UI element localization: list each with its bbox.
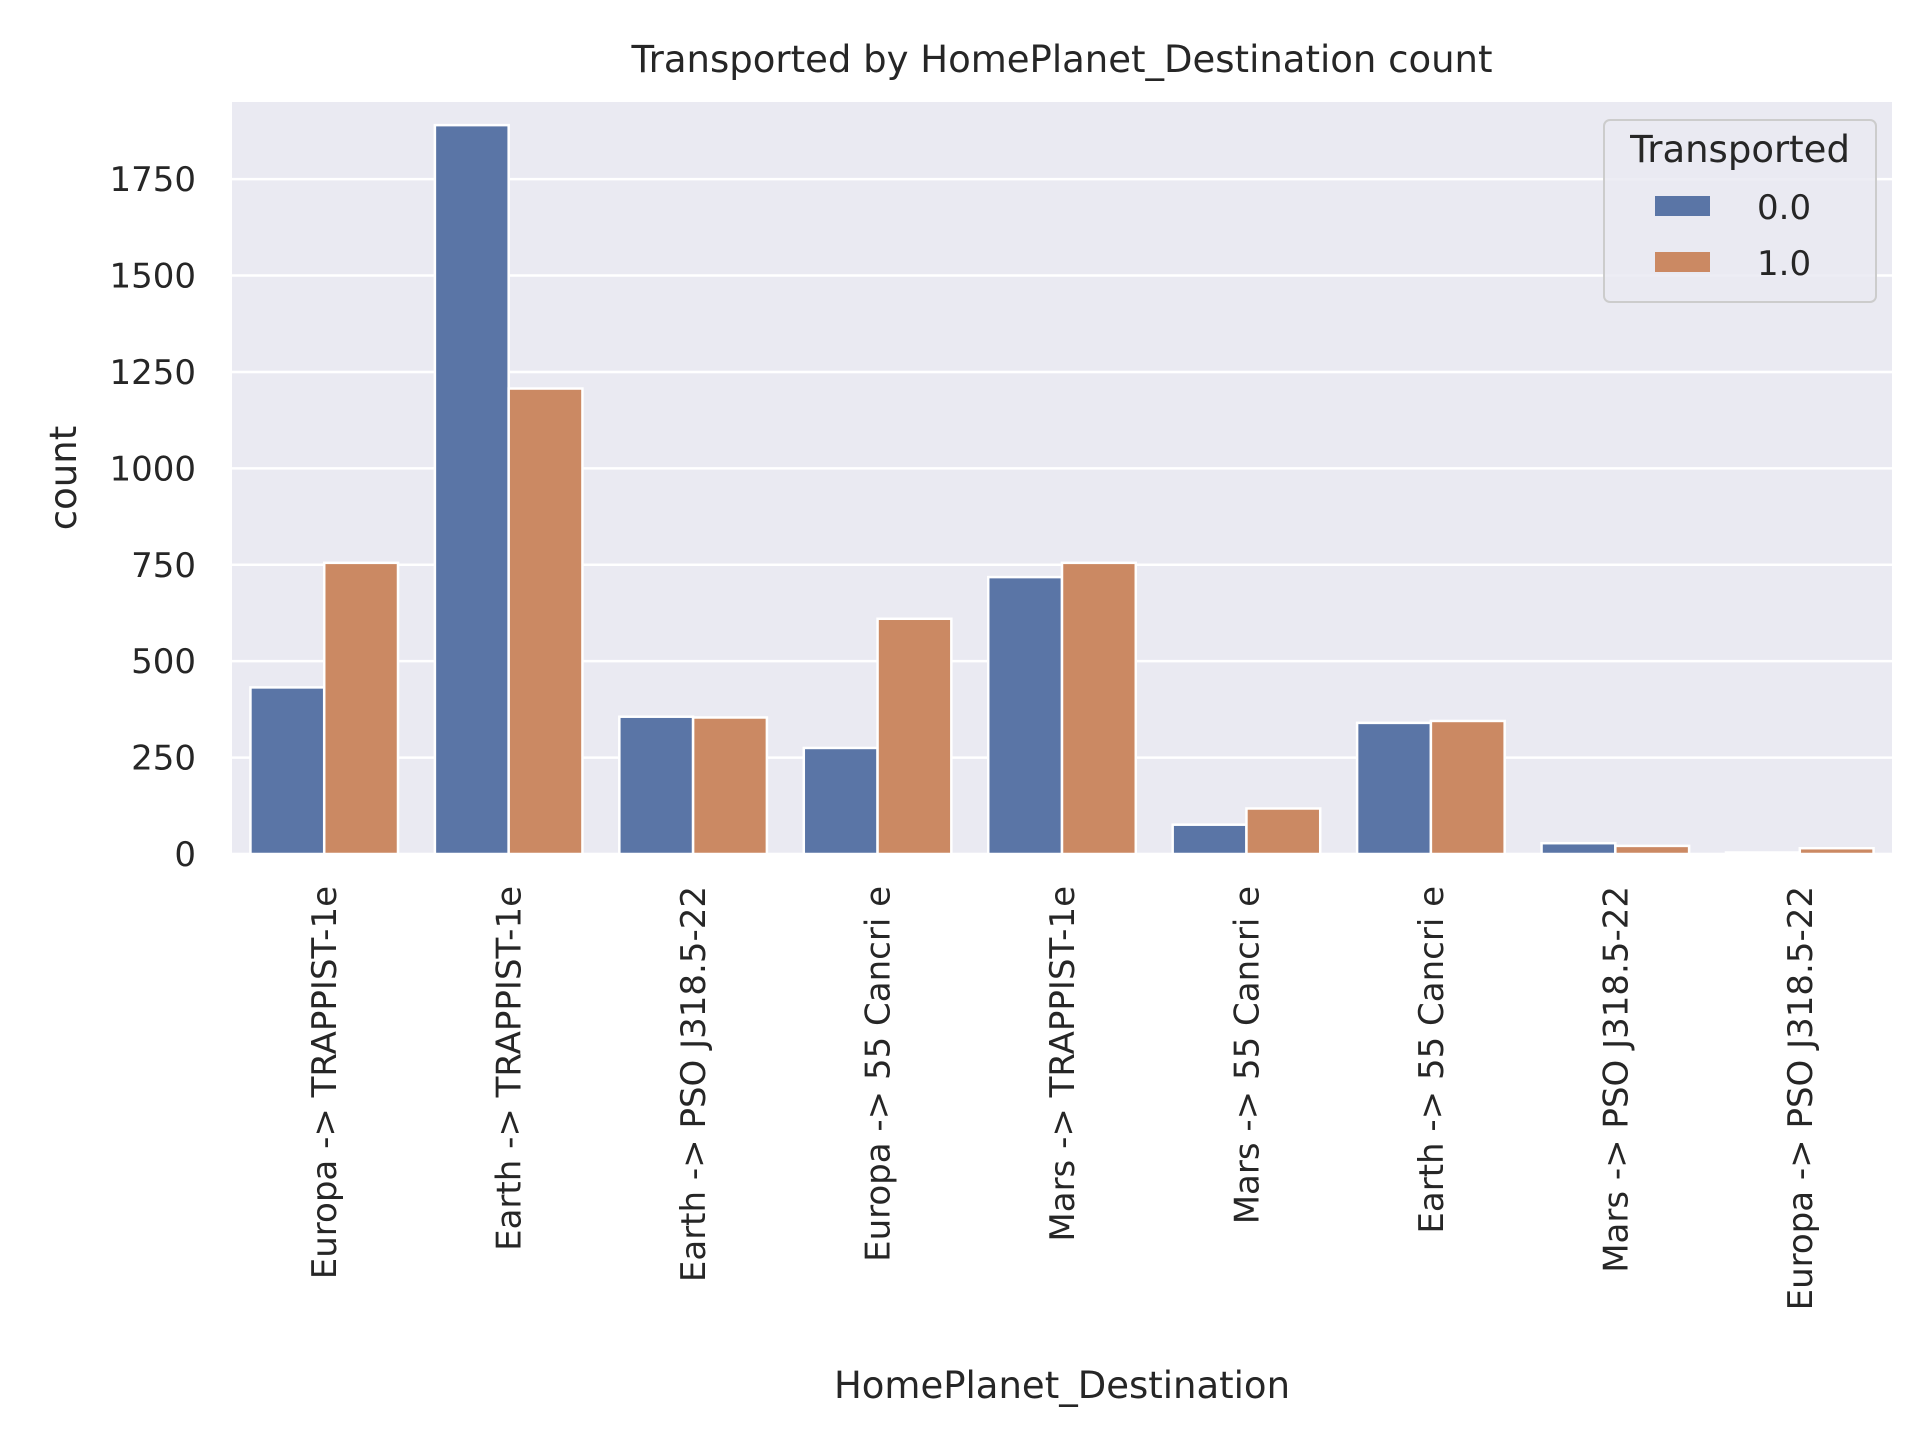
bar-series-0-category-3 xyxy=(802,746,879,856)
y-axis-title: count xyxy=(42,426,85,530)
x-axis-title: HomePlanet_Destination xyxy=(834,1364,1290,1407)
x-tick-label: Mars -> PSO J318.5-22 xyxy=(1596,886,1636,1273)
bar-series-0-category-8 xyxy=(1724,851,1802,856)
bar-series-0-category-4 xyxy=(986,575,1064,856)
bar-series-1-category-1 xyxy=(507,387,584,856)
x-axis-ticks: Europa -> TRAPPIST-1e Earth -> TRAPPIST-1… xyxy=(305,886,1821,1310)
bars xyxy=(249,123,1875,856)
bar-series-1-category-4 xyxy=(1060,561,1138,856)
bar-series-1-category-7 xyxy=(1614,844,1691,856)
x-tick-label: Europa -> 55 Cancri e xyxy=(859,886,899,1262)
bar-series-1-category-0 xyxy=(322,561,400,856)
chart-title: Transported by HomePlanet_Destination co… xyxy=(631,38,1493,81)
legend-swatch-series-1 xyxy=(1655,252,1710,272)
legend-title: Transported xyxy=(1629,128,1850,171)
bar-series-0-category-1 xyxy=(433,123,510,856)
bar-series-1-category-8 xyxy=(1798,846,1875,856)
x-tick-label: Earth -> PSO J318.5-22 xyxy=(674,886,714,1282)
bar-series-1-category-2 xyxy=(691,716,769,856)
x-tick-label: Mars -> TRAPPIST-1e xyxy=(1043,886,1083,1242)
y-tick-label: 1500 xyxy=(109,257,196,297)
bar-series-0-category-2 xyxy=(618,715,695,856)
bar-series-0-category-0 xyxy=(249,686,326,856)
y-tick-label: 250 xyxy=(131,739,196,779)
bar-series-1-category-5 xyxy=(1245,807,1322,856)
x-tick-label: Earth -> 55 Cancri e xyxy=(1412,886,1452,1234)
x-tick-label: Europa -> PSO J318.5-22 xyxy=(1781,886,1821,1310)
y-tick-label: 500 xyxy=(131,642,196,682)
bar-series-0-category-6 xyxy=(1355,721,1433,856)
bar-series-0-category-7 xyxy=(1540,841,1617,856)
y-tick-label: 1750 xyxy=(109,160,196,200)
y-tick-label: 1250 xyxy=(109,353,196,393)
bar-series-0-category-5 xyxy=(1171,823,1248,856)
y-tick-label: 1000 xyxy=(109,449,196,489)
x-tick-label: Mars -> 55 Cancri e xyxy=(1227,886,1267,1224)
legend-label-series-0: 0.0 xyxy=(1757,188,1811,228)
x-tick-label: Earth -> TRAPPIST-1e xyxy=(490,886,530,1251)
bar-series-1-category-6 xyxy=(1429,719,1506,856)
y-axis-ticks: 0 250 500 750 1000 1250 1500 1750 xyxy=(109,160,196,875)
legend-swatch-series-0 xyxy=(1655,196,1710,216)
bar-series-1-category-3 xyxy=(876,617,953,856)
y-tick-label: 0 xyxy=(174,835,196,875)
legend-label-series-1: 1.0 xyxy=(1757,244,1811,284)
y-tick-label: 750 xyxy=(131,546,196,586)
x-tick-label: Europa -> TRAPPIST-1e xyxy=(305,886,345,1279)
legend: Transported 0.0 1.0 xyxy=(1603,119,1877,303)
